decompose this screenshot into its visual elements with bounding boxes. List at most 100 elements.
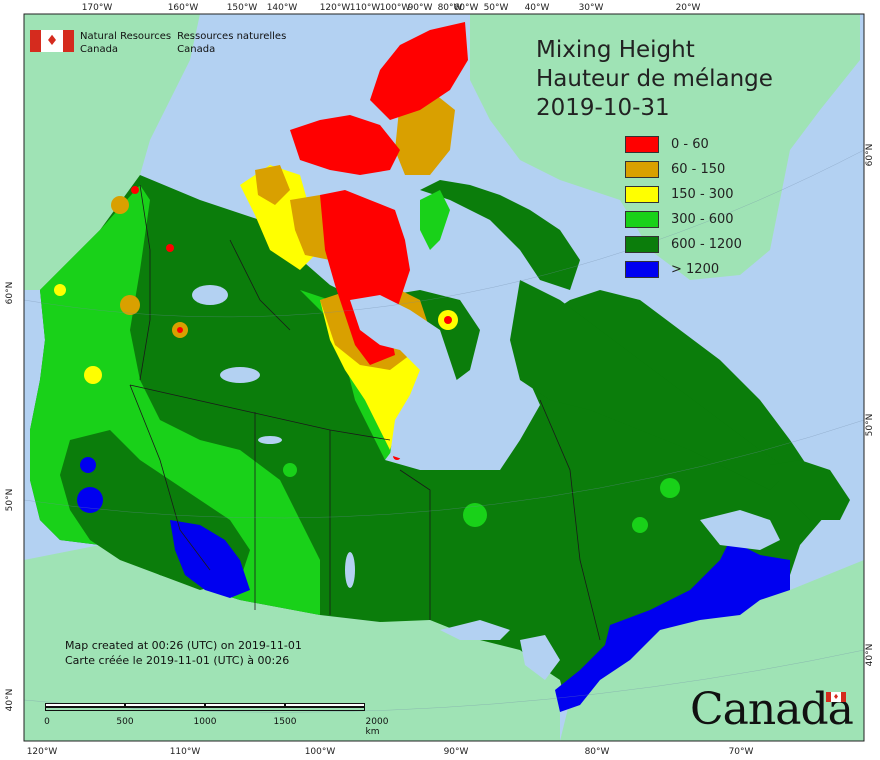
graticule xyxy=(23,149,865,713)
tick-top: 160°W xyxy=(168,3,199,13)
tick-right: 60°N xyxy=(865,144,875,167)
tick-right: 50°N xyxy=(865,414,875,437)
scale-label: 1500 xyxy=(273,717,297,727)
lake-huron xyxy=(520,635,560,680)
legend-row: 150 - 300 xyxy=(625,182,742,207)
agency-name-en: Natural Resources Canada xyxy=(80,30,171,56)
labrador-peninsula xyxy=(510,280,790,490)
title-date: 2019-10-31 xyxy=(536,95,670,121)
tick-top: 30°W xyxy=(579,3,604,13)
tick-top: 170°W xyxy=(82,3,113,13)
tick-left: 60°N xyxy=(5,282,15,305)
lake-winnipeg xyxy=(345,552,355,588)
scale-segment xyxy=(45,703,125,707)
tick-bottom: 90°W xyxy=(444,747,469,757)
tick-top: 120°W xyxy=(320,3,351,13)
legend-row: 300 - 600 xyxy=(625,207,742,232)
scale-label: 2000 km xyxy=(365,717,389,737)
legend-row: 60 - 150 xyxy=(625,157,742,182)
usa xyxy=(24,545,615,741)
map-border xyxy=(23,13,865,742)
patch xyxy=(660,478,680,498)
agency-fr-line1: Ressources naturelles xyxy=(177,31,287,42)
title-en: Mixing Height xyxy=(536,37,695,63)
lakes xyxy=(192,285,780,680)
borders xyxy=(129,184,601,641)
tick-bottom: 100°W xyxy=(305,747,336,757)
usa-northeast xyxy=(560,560,864,741)
legend-row: 600 - 1200 xyxy=(625,232,742,257)
canada-flag-icon: ♦ xyxy=(30,30,74,52)
right-ticks: 60°N 50°N 40°N xyxy=(865,144,875,667)
tick-right: 40°N xyxy=(865,644,875,667)
spot xyxy=(54,284,66,296)
tick-top: 150°W xyxy=(227,3,258,13)
nw-orange xyxy=(255,165,290,205)
tick-top: 20°W xyxy=(676,3,701,13)
left-ticks: 60°N 50°N 40°N xyxy=(5,282,15,712)
spot xyxy=(444,316,452,324)
nrcan-logo: ♦ Natural Resources Canada Ressources na… xyxy=(30,30,286,56)
great-bear-lake xyxy=(192,285,228,305)
spot xyxy=(166,244,174,252)
legend-label: 150 - 300 xyxy=(671,187,734,202)
tick-bottom: 110°W xyxy=(170,747,201,757)
tick-top: 50°W xyxy=(484,3,509,13)
legend-row: 0 - 60 xyxy=(625,132,742,157)
arctic-islands-red xyxy=(290,115,400,175)
border-nwt-nu xyxy=(229,239,291,331)
credit-fr: Carte créée le 2019-11-01 (UTC) à 00:26 xyxy=(65,654,290,667)
foreign-land xyxy=(24,14,864,741)
scale-segment xyxy=(285,703,365,707)
greenland xyxy=(470,14,860,280)
scale-bar: 0 500 1000 1500 2000 km xyxy=(44,703,388,737)
tick-bottom: 70°W xyxy=(729,747,754,757)
blob xyxy=(77,487,103,513)
scale-segment-top xyxy=(45,707,365,711)
tick-top: 60°W xyxy=(454,3,479,13)
tick-left: 50°N xyxy=(5,489,15,512)
agency-name-fr: Ressources naturelles Canada xyxy=(177,30,286,56)
quebec-coast xyxy=(420,190,450,250)
legend-label: > 1200 xyxy=(671,262,720,277)
map-title: Mixing Height Hauteur de mélange 2019-10… xyxy=(536,36,773,123)
newfoundland xyxy=(770,460,850,520)
wordmark-flag-icon: ♦ xyxy=(826,692,846,702)
parallel-50n xyxy=(23,419,865,519)
maritimes-blue xyxy=(555,540,790,712)
bottom-ticks: 120°W 110°W 100°W 90°W 80°W 70°W xyxy=(27,747,754,757)
legend-swatch xyxy=(625,161,659,178)
baffin-island xyxy=(420,180,580,290)
southern-bc-blue xyxy=(170,520,250,598)
legend-label: 600 - 1200 xyxy=(671,237,742,252)
scale-label: 1000 xyxy=(193,717,217,727)
title-fr: Hauteur de mélange xyxy=(536,66,773,92)
legend: 0 - 60 60 - 150 150 - 300 300 - 600 600 - 12… xyxy=(625,132,742,282)
agency-en-line2: Canada xyxy=(80,44,119,55)
spot xyxy=(177,327,183,333)
spot xyxy=(84,366,102,384)
scale-label: 0 xyxy=(44,717,50,727)
top-ticks: 170°W 160°W 150°W 140°W 120°W 110°W 100°… xyxy=(82,3,701,13)
patch xyxy=(283,463,297,477)
border-on-qc xyxy=(539,399,601,641)
blob xyxy=(80,457,96,473)
great-slave-lake xyxy=(220,367,260,383)
parallel-40n xyxy=(23,649,865,713)
border-yukon-nwt xyxy=(139,184,151,381)
tick-top: 140°W xyxy=(267,3,298,13)
tick-top: 110°W xyxy=(350,3,381,13)
mixing-over-1200 xyxy=(77,457,790,712)
credits: Map created at 00:26 (UTC) on 2019-11-01… xyxy=(65,638,302,668)
spot xyxy=(131,186,139,194)
ellesmere-red xyxy=(370,22,468,120)
patch xyxy=(463,503,487,527)
legend-swatch xyxy=(625,236,659,253)
spot xyxy=(120,295,140,315)
tick-top: 100°W xyxy=(380,3,411,13)
tick-top: 90°W xyxy=(408,3,433,13)
credit-en: Map created at 00:26 (UTC) on 2019-11-01 xyxy=(65,639,302,652)
agency-en-line1: Natural Resources xyxy=(80,31,172,42)
